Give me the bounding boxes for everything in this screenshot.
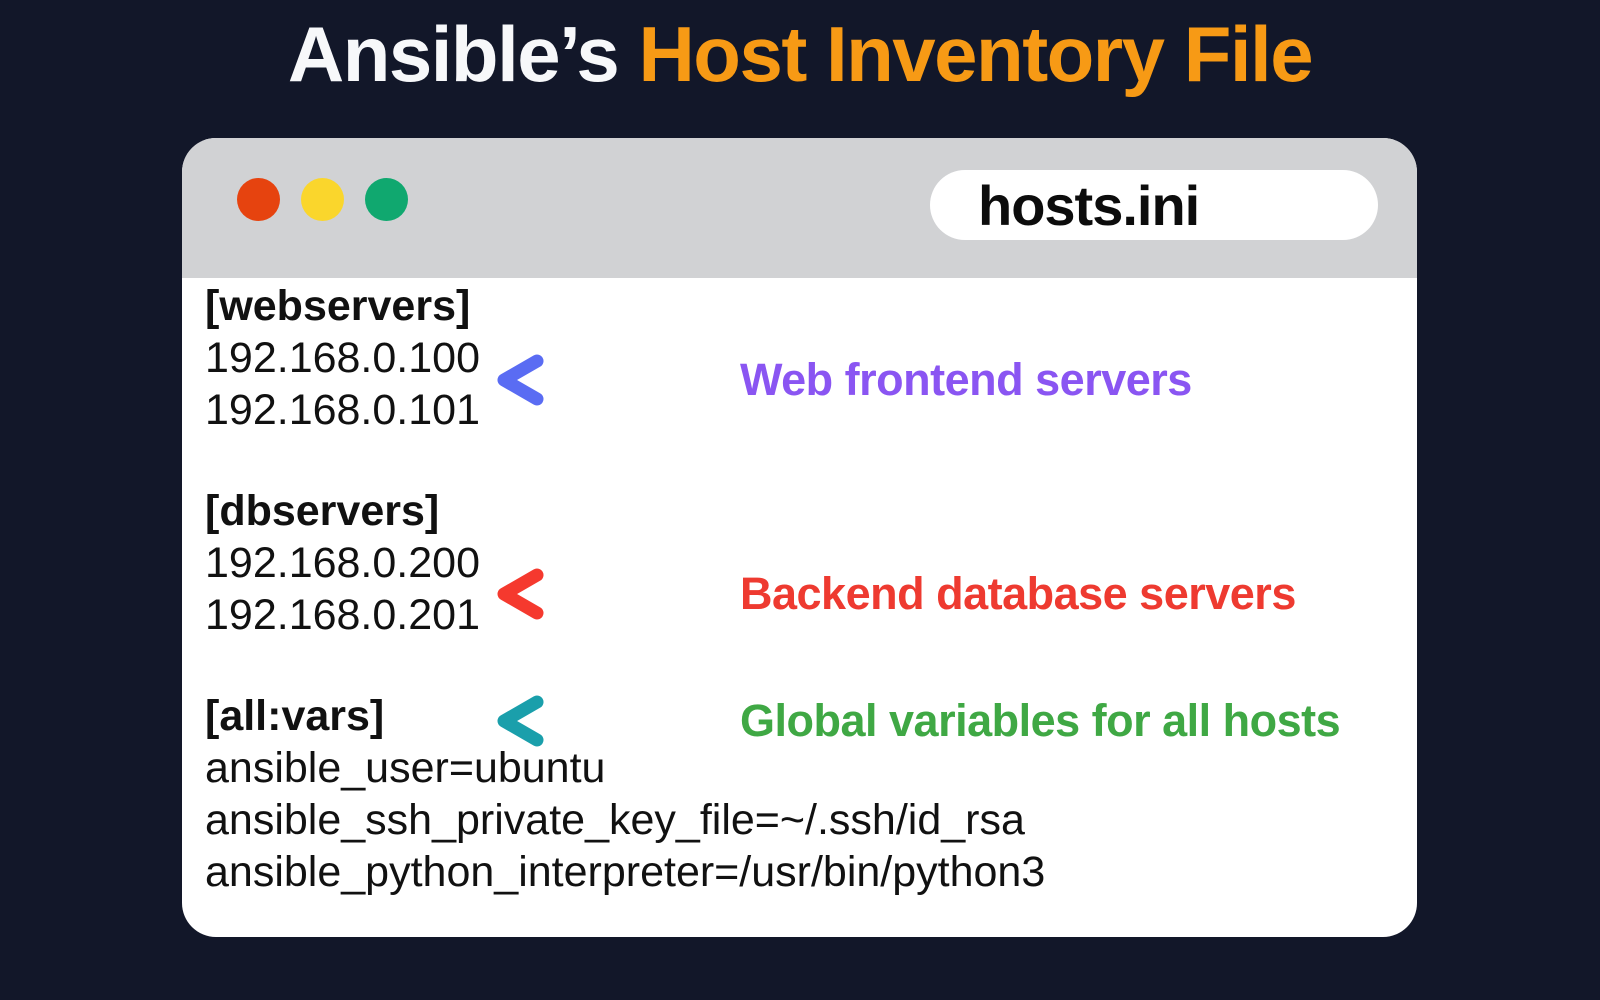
page-title: Ansible’s Host Inventory File: [0, 10, 1600, 100]
code-line: 192.168.0.100: [205, 334, 480, 382]
minimize-button-icon[interactable]: [301, 178, 344, 221]
code-line: 192.168.0.101: [205, 386, 480, 434]
page-title-highlight: Host Inventory File: [638, 10, 1313, 98]
code-line: 192.168.0.201: [205, 591, 480, 639]
annotation-row: Global variables for all hosts: [490, 690, 1341, 752]
inventory-group: [all:vars] ansible_user=ubuntu ansible_ssh…: [205, 690, 1045, 898]
code-line: ansible_user=ubuntu: [205, 744, 606, 792]
inventory-group: [dbservers] 192.168.0.200 192.168.0.201: [205, 485, 1045, 641]
annotation-row: Backend database servers: [490, 563, 1296, 625]
filename-tab[interactable]: hosts.ini: [930, 170, 1378, 240]
annotation-label: Backend database servers: [740, 568, 1296, 619]
group-header: [webservers]: [205, 282, 471, 330]
filename-label: hosts.ini: [978, 173, 1200, 237]
close-button-icon[interactable]: [237, 178, 280, 221]
code-line: ansible_python_interpreter=/usr/bin/pyth…: [205, 848, 1046, 896]
group-header: [all:vars]: [205, 692, 385, 740]
group-header: [dbservers]: [205, 487, 440, 535]
annotation-label: Web frontend servers: [740, 354, 1192, 405]
annotation-label: Global variables for all hosts: [740, 695, 1341, 746]
window-titlebar: hosts.ini: [182, 138, 1417, 278]
left-arrow-icon: [497, 354, 729, 406]
window-controls: [237, 178, 408, 221]
annotation-row: Web frontend servers: [490, 349, 1192, 411]
editor-body: [webservers] 192.168.0.100 192.168.0.101 [d…: [182, 278, 1417, 937]
left-arrow-icon: [497, 695, 729, 747]
zoom-button-icon[interactable]: [365, 178, 408, 221]
inventory-code: [webservers] 192.168.0.100 192.168.0.101 [d…: [205, 280, 1045, 947]
inventory-group: [webservers] 192.168.0.100 192.168.0.101: [205, 280, 1045, 436]
page-title-prefix: Ansible’s: [287, 10, 639, 98]
code-line: 192.168.0.200: [205, 539, 480, 587]
code-line: ansible_ssh_private_key_file=~/.ssh/id_r…: [205, 796, 1025, 844]
editor-window: hosts.ini [webservers] 192.168.0.100 192.1…: [182, 138, 1417, 937]
left-arrow-icon: [497, 568, 729, 620]
